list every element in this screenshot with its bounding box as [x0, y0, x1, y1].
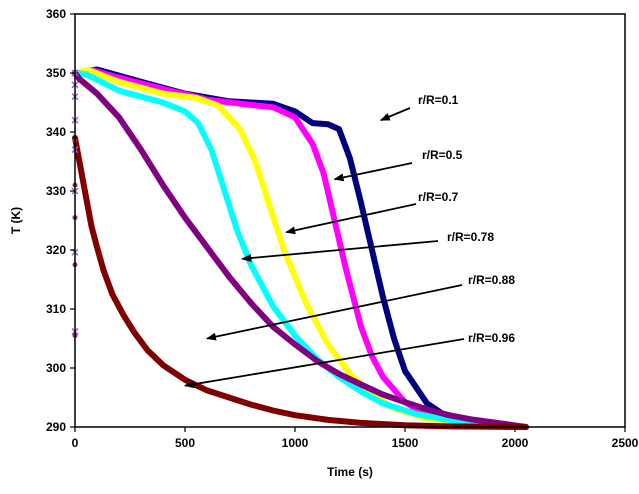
y-tick-label: 320	[46, 243, 66, 257]
annotation-arrow	[285, 203, 417, 235]
y-tick-label: 340	[46, 125, 66, 139]
x-axis-label: Time (s)	[327, 465, 373, 479]
y-tick-label: 330	[46, 184, 66, 198]
annotation-label: r/R=0.96	[468, 331, 515, 345]
series-layer	[72, 66, 529, 430]
series-line-2	[72, 67, 529, 430]
y-tick-label: 350	[46, 66, 66, 80]
x-tick-label: 2500	[612, 436, 639, 450]
annotation-arrow	[241, 240, 439, 263]
annotation-label: r/R=0.7	[418, 190, 459, 204]
series-line-5	[72, 70, 529, 430]
plot-frame	[74, 13, 626, 428]
y-tick-label: 360	[46, 7, 66, 21]
x-tick-label: 2000	[502, 436, 529, 450]
annotation-arrow	[184, 338, 465, 389]
annotation-arrow	[379, 107, 411, 122]
annotation-arrow	[333, 162, 413, 182]
y-tick-label: 290	[46, 420, 66, 434]
series-line-4	[72, 70, 529, 430]
annotation-label: r/R=0.78	[447, 230, 494, 244]
x-tick-label: 500	[175, 436, 195, 450]
annotation-layer: r/R=0.1 r/R=0.5 r/R=0.7 r/R=0.78 r/R=0.88 r/R…	[184, 93, 515, 389]
y-tick-label: 310	[46, 302, 66, 316]
annotation-label: r/R=0.5	[422, 148, 463, 162]
x-tick-label: 0	[72, 436, 79, 450]
y-tick-label: 300	[46, 361, 66, 375]
y-axis-label: T (K)	[9, 207, 23, 234]
x-tick-label: 1500	[392, 436, 419, 450]
x-tick-label: 1000	[282, 436, 309, 450]
tick-layer: 0 500 1000 1500 2000 2500 290 300 310 320 330 340 35…	[46, 7, 639, 450]
annotation-label: r/R=0.1	[418, 93, 459, 107]
annotation-arrow	[206, 284, 463, 341]
annotation-label: r/R=0.88	[468, 273, 515, 287]
series-line-6	[72, 134, 529, 430]
